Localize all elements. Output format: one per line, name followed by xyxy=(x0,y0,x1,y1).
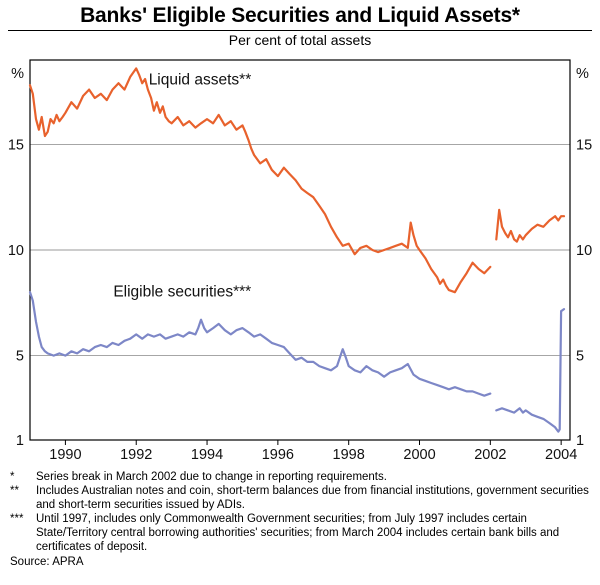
footnote-1: * Series break in March 2002 due to chan… xyxy=(10,470,590,484)
y-tick-label-right: 15 xyxy=(576,138,592,154)
y-tick-label-left: 15 xyxy=(8,138,24,154)
chart-subtitle: Per cent of total assets xyxy=(228,32,372,49)
series-line xyxy=(28,67,492,294)
x-tick-label: 1996 xyxy=(262,447,294,463)
footnote-2: ** Includes Australian notes and coin, s… xyxy=(10,484,590,512)
footnotes: * Series break in March 2002 due to chan… xyxy=(0,468,600,569)
x-tick-label: 1998 xyxy=(333,447,365,463)
x-tick-label: 2002 xyxy=(474,447,506,463)
plot-frame xyxy=(29,59,571,441)
y-tick-label-right: 1 xyxy=(576,433,584,449)
unit-label-left: % xyxy=(11,66,24,82)
chart-title: Banks' Eligible Securities and Liquid As… xyxy=(80,4,520,27)
footnote-1-marker: * xyxy=(10,471,15,484)
series-line xyxy=(495,208,566,243)
footnote-2-marker: ** xyxy=(10,485,19,498)
source-note: Source: APRA xyxy=(10,556,84,569)
x-tick-label: 1992 xyxy=(120,447,152,463)
footnote-3-text: Until 1997, includes only Commonwealth G… xyxy=(36,513,560,554)
y-tick-label-left: 1 xyxy=(16,433,24,449)
series-label: Eligible securities*** xyxy=(113,284,251,301)
title-divider xyxy=(8,30,592,32)
y-tick-label-right: 5 xyxy=(576,349,584,365)
x-tick-label: 1994 xyxy=(191,447,223,463)
chart-header: Banks' Eligible Securities and Liquid As… xyxy=(0,0,600,48)
footnote-2-text: Includes Australian notes and coin, shor… xyxy=(36,485,589,512)
x-tick-label: 1990 xyxy=(49,447,81,463)
footnote-1-text: Series break in March 2002 due to change… xyxy=(36,471,387,484)
series-line xyxy=(495,308,566,433)
x-tick-label: 2004 xyxy=(545,447,577,463)
y-tick-label-right: 10 xyxy=(576,243,592,259)
y-tick-label-left: 10 xyxy=(8,243,24,259)
series-line xyxy=(28,291,492,397)
footnote-3-marker: *** xyxy=(10,513,24,526)
y-tick-label-left: 5 xyxy=(16,349,24,365)
footnote-3: *** Until 1997, includes only Commonweal… xyxy=(10,512,590,554)
x-tick-label: 2000 xyxy=(403,447,435,463)
series-label: Liquid assets** xyxy=(149,71,252,88)
unit-label-right: % xyxy=(576,66,589,82)
